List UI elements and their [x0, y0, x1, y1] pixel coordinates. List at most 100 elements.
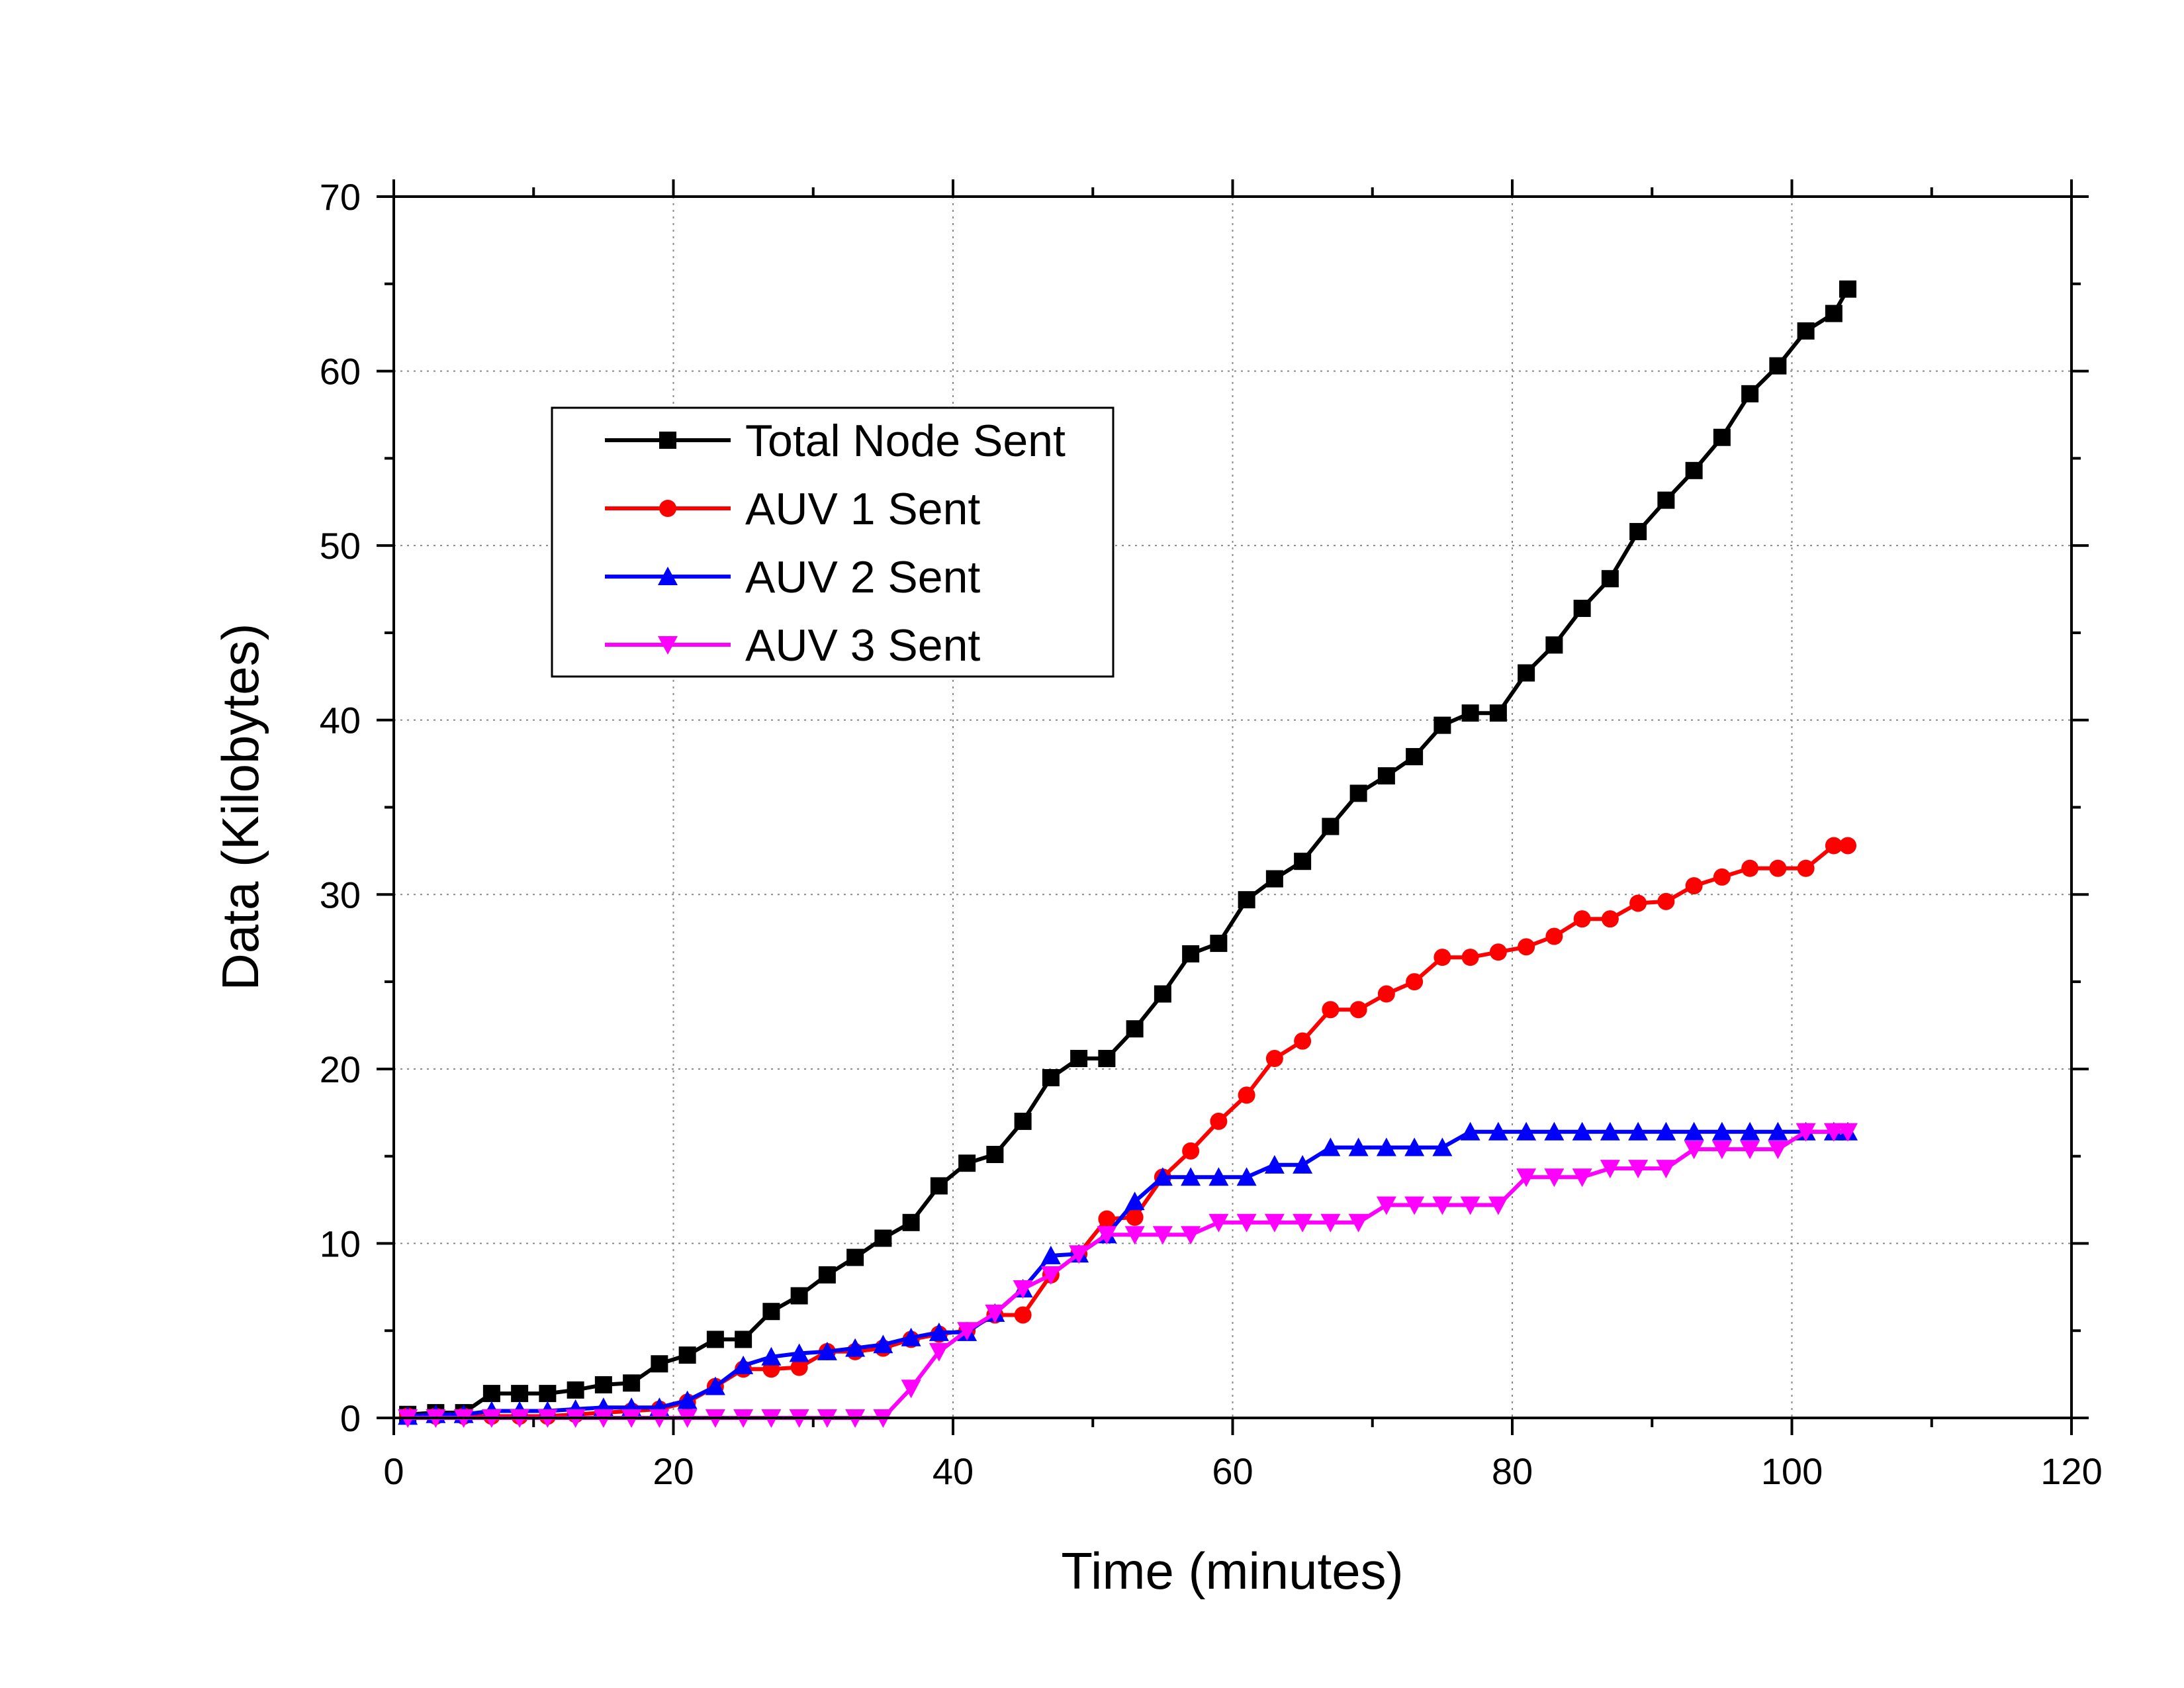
data-point	[1320, 1137, 1341, 1156]
data-point	[1040, 1245, 1061, 1264]
data-point	[735, 1331, 752, 1348]
x-tick-label: 0	[383, 1450, 404, 1492]
legend-marker	[659, 500, 676, 517]
x-axis-title: Time (minutes)	[1061, 1542, 1403, 1600]
data-point	[567, 1381, 584, 1399]
data-point	[1181, 1167, 1201, 1186]
data-point	[482, 1385, 500, 1403]
data-point	[1460, 1196, 1480, 1215]
data-point	[1182, 945, 1200, 962]
data-point	[623, 1374, 641, 1392]
data-point	[1713, 428, 1731, 446]
data-point	[1126, 1208, 1144, 1226]
y-tick-label: 20	[320, 1049, 361, 1090]
data-point	[1572, 1121, 1592, 1141]
y-tick-label: 30	[320, 874, 361, 915]
data-point	[1404, 1196, 1425, 1215]
data-point	[677, 1390, 698, 1409]
x-tick-label: 40	[933, 1450, 974, 1492]
data-point	[1376, 1196, 1396, 1215]
data-point	[1098, 1050, 1116, 1068]
data-point	[1349, 1001, 1367, 1019]
x-tick-label: 120	[2040, 1450, 2102, 1492]
data-point	[1518, 938, 1535, 956]
data-point	[817, 1341, 837, 1360]
data-point	[1839, 280, 1856, 298]
data-point	[901, 1327, 921, 1346]
data-point	[1628, 1160, 1649, 1179]
data-point	[1656, 1121, 1676, 1141]
y-tick-label: 40	[320, 700, 361, 741]
data-point	[1796, 1123, 1816, 1142]
data-point	[818, 1266, 836, 1284]
data-point	[1516, 1121, 1537, 1141]
data-point	[1825, 837, 1843, 855]
data-point	[1293, 1154, 1313, 1174]
data-point	[1573, 910, 1591, 928]
data-point	[1545, 927, 1563, 945]
data-point	[929, 1322, 949, 1341]
data-point	[705, 1376, 725, 1395]
x-tick-label: 80	[1492, 1450, 1533, 1492]
data-point	[1768, 1121, 1788, 1141]
data-point	[1600, 1121, 1620, 1141]
legend-item: AUV 3 Sent	[605, 620, 980, 671]
x-tick-label: 60	[1212, 1450, 1253, 1492]
data-point	[1460, 1121, 1480, 1141]
axis-ticks: 0 20 40 60 80 100 120 0 10 20 30 40 50 60 70	[320, 176, 2103, 1492]
legend-label: Total Node Sent	[745, 416, 1066, 466]
data-point	[1461, 704, 1479, 722]
series-line	[407, 1129, 1848, 1419]
data-point	[1406, 973, 1424, 991]
data-point	[1797, 322, 1815, 340]
data-point	[539, 1385, 557, 1403]
legend-box	[551, 406, 1115, 678]
data-point	[1838, 1123, 1858, 1142]
data-point	[1685, 877, 1703, 895]
data-point	[1740, 1141, 1760, 1160]
data-point	[1711, 1141, 1732, 1160]
legend-label: AUV 2 Sent	[745, 552, 980, 602]
data-point	[901, 1380, 921, 1399]
data-point	[1489, 943, 1507, 961]
legend-marker	[659, 432, 676, 449]
y-tick-label: 70	[320, 176, 361, 218]
data-point	[1518, 664, 1535, 682]
data-point	[1236, 1167, 1257, 1186]
y-tick-label: 10	[320, 1223, 361, 1264]
data-point	[1572, 1168, 1592, 1188]
data-point	[1433, 949, 1451, 966]
data-point	[1432, 1137, 1453, 1156]
data-point	[1404, 1137, 1425, 1156]
legend-marker	[658, 636, 678, 655]
data-point	[1124, 1192, 1145, 1211]
data-point	[1656, 1160, 1676, 1179]
data-point	[1377, 985, 1395, 1003]
data-point	[789, 1343, 809, 1362]
data-point	[1349, 784, 1367, 802]
data-point	[985, 1304, 1005, 1323]
legend: Total Node Sent AUV 1 Sent AUV 2 Sent AUV 3…	[551, 406, 1115, 678]
data-point	[1741, 385, 1759, 402]
data-point	[929, 1342, 949, 1362]
y-tick-label: 50	[320, 525, 361, 567]
data-point	[1684, 1121, 1704, 1141]
data-point	[1293, 1213, 1313, 1233]
data-point	[1238, 891, 1255, 909]
data-point	[594, 1376, 612, 1393]
data-point	[1768, 1141, 1788, 1160]
data-point	[1069, 1245, 1089, 1264]
data-point	[1433, 716, 1451, 734]
grid-lines	[394, 197, 2071, 1418]
data-point	[1210, 1112, 1228, 1130]
y-tick-label: 0	[340, 1397, 361, 1439]
data-point	[1516, 1168, 1537, 1188]
data-point	[958, 1154, 976, 1172]
data-point	[1014, 1112, 1032, 1130]
data-point	[1769, 357, 1787, 375]
data-point	[1376, 1137, 1396, 1156]
data-point	[846, 1248, 864, 1266]
x-tick-label: 20	[653, 1450, 694, 1492]
legend-label: AUV 1 Sent	[745, 484, 980, 534]
